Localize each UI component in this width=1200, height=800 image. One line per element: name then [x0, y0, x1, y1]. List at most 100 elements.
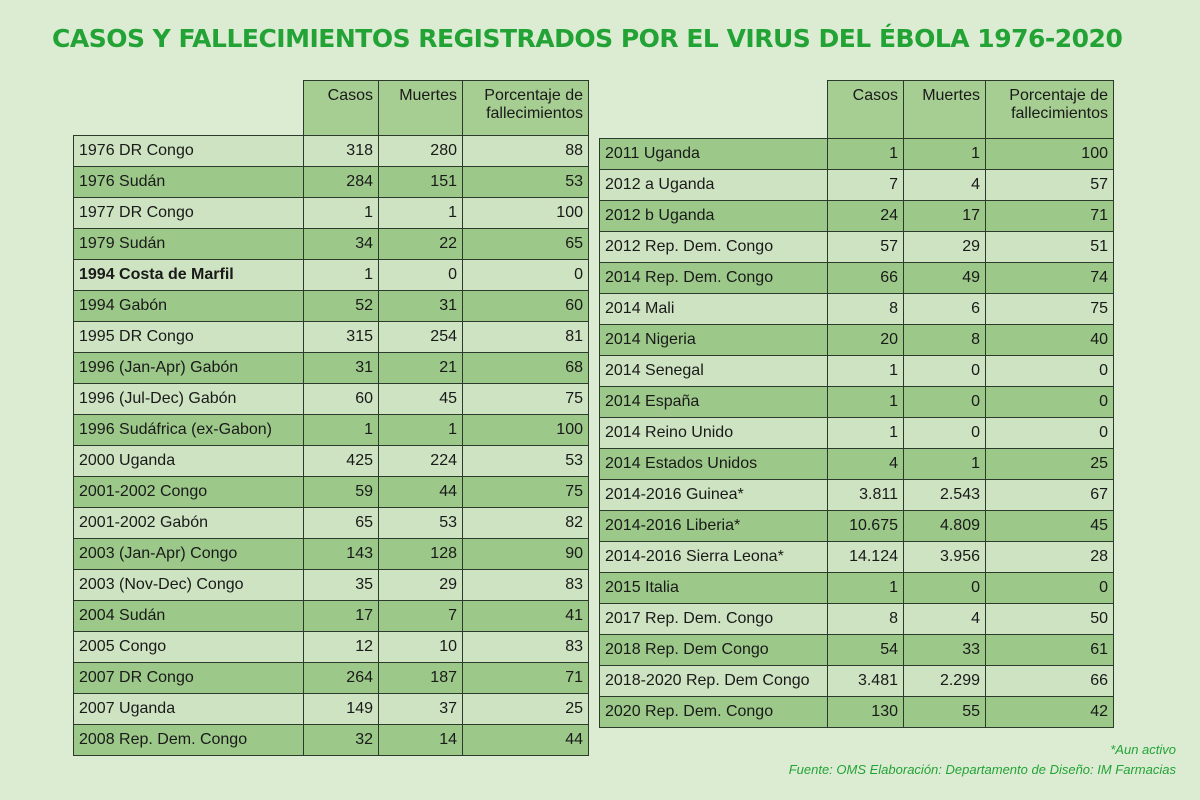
deaths-cell: 29 — [378, 569, 463, 601]
outbreak-name-cell: 1994 Gabón — [73, 290, 304, 322]
death-percentage-cell: 28 — [985, 541, 1114, 573]
death-percentage-cell: 0 — [985, 417, 1114, 449]
table-row: 2003 (Nov-Dec) Congo 35 29 83 — [73, 569, 589, 601]
death-percentage-cell: 75 — [462, 476, 589, 508]
cases-cell: 12 — [303, 631, 379, 663]
cases-cell: 149 — [303, 693, 379, 725]
deaths-cell: 31 — [378, 290, 463, 322]
outbreak-name-cell: 2012 Rep. Dem. Congo — [599, 231, 828, 263]
death-percentage-cell: 100 — [985, 138, 1114, 170]
table-row: 1994 Gabón 52 31 60 — [73, 290, 589, 322]
outbreak-name-cell: 2000 Uganda — [73, 445, 304, 477]
outbreak-name-cell: 2001-2002 Gabón — [73, 507, 304, 539]
deaths-cell: 0 — [903, 386, 986, 418]
outbreak-name-cell: 1996 Sudáfrica (ex-Gabon) — [73, 414, 304, 446]
header-pct-line2: fallecimientos — [486, 105, 583, 122]
death-percentage-cell: 74 — [985, 262, 1114, 294]
outbreak-name-cell: 2014-2016 Guinea* — [599, 479, 828, 511]
active-footnote: *Aun activo — [1110, 742, 1176, 757]
table-row: 2014 Reino Unido 1 0 0 — [599, 417, 1114, 449]
deaths-cell: 187 — [378, 662, 463, 694]
cases-cell: 1 — [303, 414, 379, 446]
cases-cell: 59 — [303, 476, 379, 508]
table-row: 1995 DR Congo 315 254 81 — [73, 321, 589, 353]
outbreak-name-cell: 2014 Nigeria — [599, 324, 828, 356]
death-percentage-cell: 61 — [985, 634, 1114, 666]
table-row: 2001-2002 Congo 59 44 75 — [73, 476, 589, 508]
outbreak-name-cell: 2014 Reino Unido — [599, 417, 828, 449]
outbreak-name-cell: 2014-2016 Liberia* — [599, 510, 828, 542]
table-row: 2012 Rep. Dem. Congo 57 29 51 — [599, 231, 1114, 263]
cases-cell: 1 — [827, 386, 904, 418]
outbreak-name-cell: 2018 Rep. Dem Congo — [599, 634, 828, 666]
deaths-cell: 280 — [378, 135, 463, 167]
cases-cell: 60 — [303, 383, 379, 415]
table-row: 2014-2016 Guinea* 3.811 2.543 67 — [599, 479, 1114, 511]
cases-cell: 318 — [303, 135, 379, 167]
deaths-cell: 2.543 — [903, 479, 986, 511]
cases-cell: 54 — [827, 634, 904, 666]
death-percentage-cell: 83 — [462, 631, 589, 663]
deaths-cell: 0 — [903, 572, 986, 604]
table-row: 2014 España 1 0 0 — [599, 386, 1114, 418]
table-row: 2012 b Uganda 24 17 71 — [599, 200, 1114, 232]
cases-cell: 1 — [827, 572, 904, 604]
cases-cell: 34 — [303, 228, 379, 260]
outbreak-name-cell: 1995 DR Congo — [73, 321, 304, 353]
deaths-cell: 14 — [378, 724, 463, 756]
outbreak-name-cell: 2003 (Nov-Dec) Congo — [73, 569, 304, 601]
outbreak-name-cell: 1979 Sudán — [73, 228, 304, 260]
deaths-cell: 7 — [378, 600, 463, 632]
outbreak-name-cell: 1976 Sudán — [73, 166, 304, 198]
death-percentage-cell: 45 — [985, 510, 1114, 542]
death-percentage-cell: 71 — [462, 662, 589, 694]
header-pct-line2: fallecimientos — [1011, 105, 1108, 122]
table-row: 2007 Uganda 149 37 25 — [73, 693, 589, 725]
outbreak-name-cell: 1994 Costa de Marfil — [73, 259, 304, 291]
cases-cell: 1 — [303, 259, 379, 291]
table-row: 2000 Uganda 425 224 53 — [73, 445, 589, 477]
table-row: 2008 Rep. Dem. Congo 32 14 44 — [73, 724, 589, 756]
death-percentage-cell: 68 — [462, 352, 589, 384]
cases-cell: 8 — [827, 293, 904, 325]
cases-cell: 14.124 — [827, 541, 904, 573]
header-deaths: Muertes — [378, 80, 463, 136]
deaths-cell: 21 — [378, 352, 463, 384]
outbreak-name-cell: 2004 Sudán — [73, 600, 304, 632]
deaths-cell: 0 — [378, 259, 463, 291]
header-blank-cell — [73, 80, 304, 136]
table-row: 2001-2002 Gabón 65 53 82 — [73, 507, 589, 539]
death-percentage-cell: 100 — [462, 197, 589, 229]
deaths-cell: 1 — [378, 197, 463, 229]
outbreak-name-cell: 2014 Rep. Dem. Congo — [599, 262, 828, 294]
cases-cell: 315 — [303, 321, 379, 353]
death-percentage-cell: 25 — [985, 448, 1114, 480]
death-percentage-cell: 75 — [985, 293, 1114, 325]
death-percentage-cell: 83 — [462, 569, 589, 601]
cases-cell: 8 — [827, 603, 904, 635]
table-header-row: Casos Muertes Porcentaje de fallecimient… — [599, 80, 1114, 139]
deaths-cell: 3.956 — [903, 541, 986, 573]
outbreak-name-cell: 2014 Estados Unidos — [599, 448, 828, 480]
death-percentage-cell: 82 — [462, 507, 589, 539]
deaths-cell: 1 — [378, 414, 463, 446]
outbreak-name-cell: 2007 DR Congo — [73, 662, 304, 694]
death-percentage-cell: 0 — [985, 355, 1114, 387]
death-percentage-cell: 50 — [985, 603, 1114, 635]
table-row: 2005 Congo 12 10 83 — [73, 631, 589, 663]
deaths-cell: 2.299 — [903, 665, 986, 697]
death-percentage-cell: 0 — [462, 259, 589, 291]
deaths-cell: 37 — [378, 693, 463, 725]
table-row: 2014 Estados Unidos 4 1 25 — [599, 448, 1114, 480]
outbreak-name-cell: 2020 Rep. Dem. Congo — [599, 696, 828, 728]
deaths-cell: 151 — [378, 166, 463, 198]
deaths-cell: 29 — [903, 231, 986, 263]
header-death-percentage: Porcentaje de fallecimientos — [462, 80, 589, 136]
cases-cell: 52 — [303, 290, 379, 322]
cases-cell: 31 — [303, 352, 379, 384]
death-percentage-cell: 60 — [462, 290, 589, 322]
deaths-cell: 45 — [378, 383, 463, 415]
outbreak-name-cell: 2014 España — [599, 386, 828, 418]
death-percentage-cell: 42 — [985, 696, 1114, 728]
cases-cell: 3.811 — [827, 479, 904, 511]
